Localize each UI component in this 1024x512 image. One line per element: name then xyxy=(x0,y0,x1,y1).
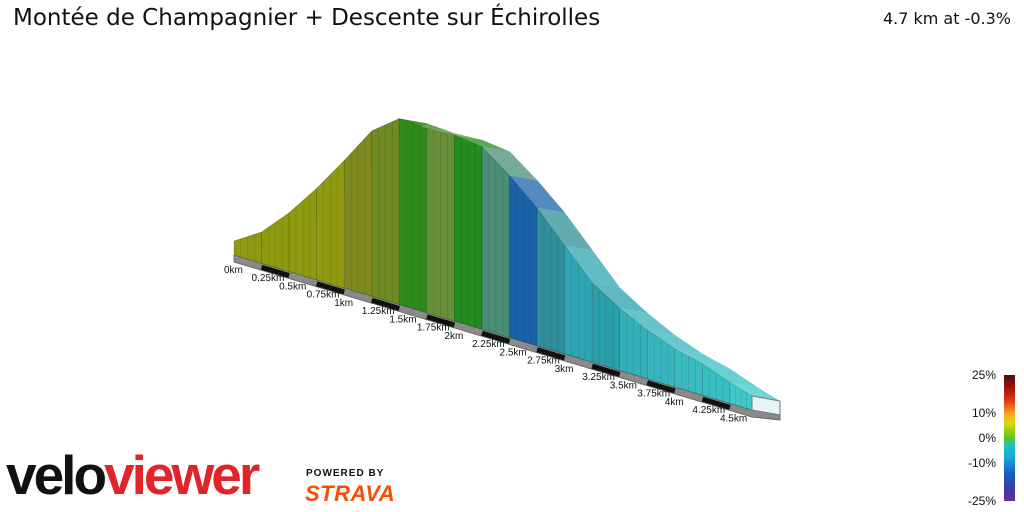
distance-tick-dash xyxy=(315,281,345,295)
route-title: Montée de Champagnier + Descente sur Éch… xyxy=(13,5,601,31)
profile-segment-top xyxy=(509,175,566,213)
veloviewer-logo: veloviewer xyxy=(6,448,260,503)
distance-tick-label: 4.25km xyxy=(692,405,725,416)
distance-tick-dash xyxy=(481,330,511,344)
profile-segment-top xyxy=(564,245,621,288)
distance-tick-dash xyxy=(260,264,290,278)
profile-segment-top xyxy=(481,146,538,181)
distance-tick-label: 0.25km xyxy=(252,273,285,284)
profile-end-cap xyxy=(751,395,781,416)
gradient-scale-bar xyxy=(1004,375,1015,501)
distance-tick-label: 1.75km xyxy=(417,323,450,334)
profile-segment-top xyxy=(729,382,780,401)
distance-tick-dash xyxy=(701,396,731,410)
profile-segment-top xyxy=(426,128,483,140)
distance-tick-label: 3.5km xyxy=(610,380,637,391)
distance-tick-label: 1km xyxy=(334,298,353,309)
distance-tick-label: 2.5km xyxy=(500,347,527,358)
distance-tick-dash xyxy=(426,314,456,328)
distance-tick-label: 4km xyxy=(665,397,684,408)
route-summary: 4.7 km at -0.3% xyxy=(882,9,1011,28)
distance-tick-label: 0km xyxy=(224,265,243,276)
logo-viewer: viewer xyxy=(104,444,260,506)
legend-label: 25% xyxy=(971,368,996,382)
distance-tick-label: 3.25km xyxy=(582,372,615,383)
distance-tick-label: 4.5km xyxy=(720,413,747,424)
profile-segment-top xyxy=(592,282,648,314)
powered-by-label: POWERED BY xyxy=(306,468,385,479)
distance-tick-dash xyxy=(591,363,621,377)
distance-tick-dash xyxy=(536,347,566,361)
distance-tick-label: 1.5km xyxy=(389,314,416,325)
distance-tick-label: 0.75km xyxy=(307,290,340,301)
legend-label: -10% xyxy=(967,456,996,471)
distance-tick-label: 2km xyxy=(444,331,463,342)
profile-layer xyxy=(233,118,781,421)
gradient-legend: 25% 10% 0% -10% -25% xyxy=(958,368,1024,512)
profile-segment-top xyxy=(619,308,676,336)
distance-tick-label: 3.75km xyxy=(637,389,670,400)
distance-tick-label: 0.5km xyxy=(279,281,306,292)
legend-label: -25% xyxy=(967,494,996,508)
distance-tick-label: 1.25km xyxy=(362,306,395,317)
distance-tick-dash xyxy=(646,380,676,394)
strava-logo: STRAVA xyxy=(305,481,396,506)
distance-tick-label: 3km xyxy=(555,364,574,375)
distance-tick-label: 2.25km xyxy=(472,339,505,350)
profile-segment-top xyxy=(454,134,510,152)
profile-segment-top xyxy=(674,348,731,369)
legend-label: 0% xyxy=(978,431,996,445)
profile-segment-top xyxy=(399,118,455,134)
distance-tick-dash xyxy=(371,297,401,311)
distance-tick-label: 2.75km xyxy=(527,356,560,367)
profile-segment-top xyxy=(702,363,758,388)
profile-segment-top xyxy=(537,207,593,251)
legend-label: 10% xyxy=(971,405,996,420)
profile-segment-top xyxy=(647,330,703,354)
logo-velo: velo xyxy=(6,444,107,506)
